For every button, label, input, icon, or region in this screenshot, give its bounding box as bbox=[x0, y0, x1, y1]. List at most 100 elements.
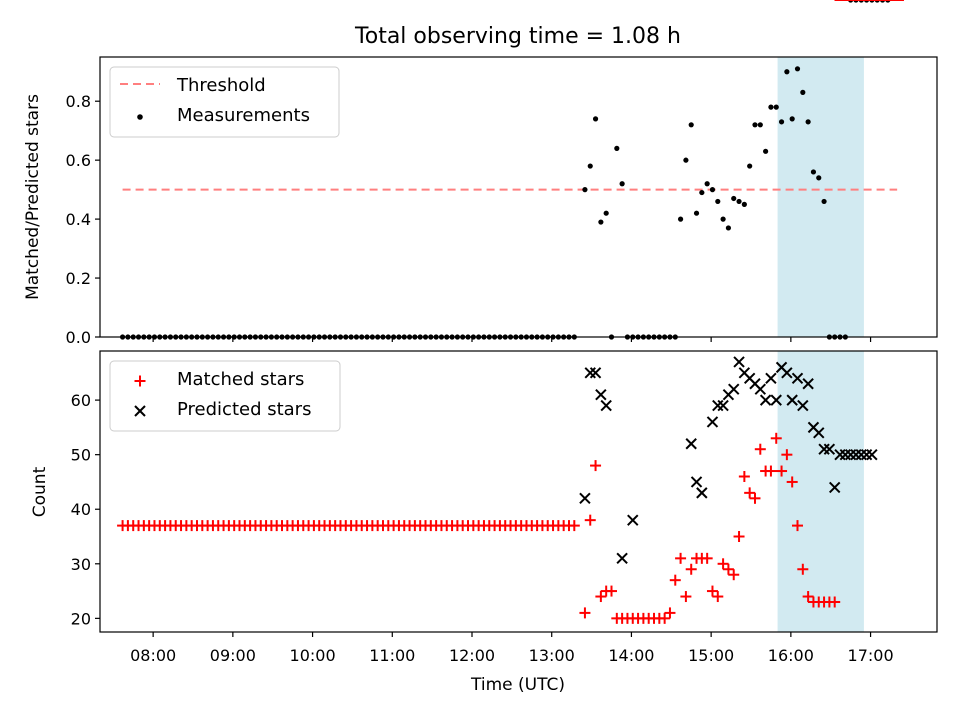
x-tick-label: 10:00 bbox=[290, 646, 336, 665]
x-tick-label: 12:00 bbox=[449, 646, 495, 665]
cross-b bbox=[685, 438, 697, 450]
cross-b bbox=[728, 383, 740, 395]
legend-swatch-measurements bbox=[137, 114, 143, 120]
measurement-point bbox=[784, 69, 790, 75]
matched-star-point bbox=[685, 563, 697, 575]
predicted-star-point bbox=[595, 388, 607, 401]
predicted-star-point bbox=[690, 476, 703, 488]
highlight-spans bbox=[777, 57, 864, 632]
matched-star-point bbox=[669, 574, 681, 586]
predicted-star-point bbox=[717, 399, 729, 412]
measurement-point bbox=[736, 198, 742, 205]
matched-star-point bbox=[606, 585, 617, 597]
measurement-point bbox=[709, 187, 716, 193]
cross-b bbox=[738, 367, 751, 379]
measurement-point bbox=[757, 122, 763, 128]
x-tick-label: 14:00 bbox=[608, 646, 654, 665]
legend-label: Predicted stars bbox=[177, 399, 311, 420]
y-tick-label: 20 bbox=[71, 609, 91, 628]
cross-b bbox=[775, 361, 788, 374]
measurement-point bbox=[688, 122, 694, 128]
measurement-point bbox=[699, 189, 705, 196]
legend-label: Matched stars bbox=[177, 369, 304, 390]
matched-star-point bbox=[717, 558, 729, 570]
predicted-star-point bbox=[754, 383, 767, 395]
matched-star-point bbox=[590, 460, 602, 472]
cross-b bbox=[749, 378, 761, 390]
axes-frame-1 bbox=[99, 350, 938, 633]
y-tick-label: 0.8 bbox=[66, 92, 91, 111]
legend-box-0 bbox=[109, 66, 340, 138]
measurement-point bbox=[693, 210, 700, 216]
matched-star-point bbox=[706, 585, 718, 597]
x-tick-label: 15:00 bbox=[688, 646, 734, 665]
measurement-point bbox=[592, 116, 599, 122]
y-tick-label: 50 bbox=[71, 446, 91, 465]
predicted-star-point bbox=[791, 372, 804, 384]
matched-star-point bbox=[770, 432, 782, 444]
measurement-point bbox=[816, 175, 822, 181]
predicted-star-point bbox=[712, 399, 724, 412]
cross-b bbox=[866, 448, 878, 461]
cross-b bbox=[690, 476, 703, 488]
predicted-star-point bbox=[685, 438, 697, 450]
legends: Threshold Measurements Matched stars Predic… bbox=[109, 66, 341, 432]
predicted-star-point bbox=[765, 372, 777, 384]
measurement-point bbox=[720, 216, 726, 222]
predicted-star-point bbox=[728, 383, 740, 395]
cross-b bbox=[765, 372, 777, 384]
y-axis-label-top: Matched/Predicted stars bbox=[23, 94, 43, 300]
predicted-star-point bbox=[786, 394, 798, 406]
y-tick-label: 40 bbox=[71, 500, 91, 519]
predicted-star-point bbox=[828, 481, 841, 494]
x-tick-label: 08:00 bbox=[130, 646, 176, 665]
measurement-point bbox=[704, 181, 710, 187]
matched-star-point bbox=[792, 520, 803, 532]
cross-b bbox=[696, 487, 708, 499]
measurement-point bbox=[582, 187, 588, 193]
legend-label: Threshold bbox=[176, 75, 266, 96]
cross-b bbox=[754, 383, 767, 395]
predicted-star-point bbox=[579, 492, 591, 505]
y-tick-label: 0.2 bbox=[66, 269, 91, 288]
measurement-point bbox=[741, 201, 747, 207]
matched-star-point bbox=[786, 476, 798, 488]
predicted-star-point bbox=[696, 487, 708, 499]
matched-star-point bbox=[595, 591, 607, 603]
matched-star-point bbox=[744, 487, 756, 499]
matched-star-point bbox=[722, 563, 734, 575]
highlight-span-1 bbox=[777, 351, 864, 632]
predicted-star-point bbox=[759, 394, 772, 406]
matched-star-point bbox=[749, 492, 761, 504]
predicted-star-point bbox=[627, 514, 639, 526]
cross-b bbox=[743, 372, 756, 384]
measurement-point bbox=[794, 66, 801, 72]
matched-star-point bbox=[829, 596, 841, 608]
legend-swatch-predicted bbox=[134, 405, 146, 417]
measurement-point bbox=[805, 119, 811, 125]
y-axis-label-bottom: Count bbox=[30, 466, 50, 517]
cross-b bbox=[797, 399, 809, 412]
matched-star-point bbox=[776, 465, 788, 477]
matched-star-point bbox=[664, 607, 676, 619]
measurement-point bbox=[810, 169, 817, 175]
axes-frames bbox=[99, 56, 938, 633]
cross-b bbox=[791, 372, 804, 384]
matched-star-point bbox=[738, 470, 750, 482]
cross-b bbox=[579, 492, 591, 505]
cross-b bbox=[595, 388, 607, 401]
measurement-point bbox=[683, 157, 689, 163]
cross-b bbox=[589, 367, 602, 379]
cross-b bbox=[813, 427, 825, 439]
cross-b bbox=[627, 514, 639, 526]
matched-star-point bbox=[712, 591, 724, 603]
cross-b bbox=[828, 481, 841, 494]
measurement-point bbox=[614, 145, 620, 151]
x-tick-label: 17:00 bbox=[848, 646, 894, 665]
matched-star-point bbox=[754, 443, 766, 455]
axes-frame-0 bbox=[99, 56, 938, 338]
matched-star-point bbox=[765, 465, 777, 477]
x-tick-label: 11:00 bbox=[369, 646, 415, 665]
measurement-point bbox=[731, 195, 737, 202]
measurement-point bbox=[598, 219, 604, 225]
